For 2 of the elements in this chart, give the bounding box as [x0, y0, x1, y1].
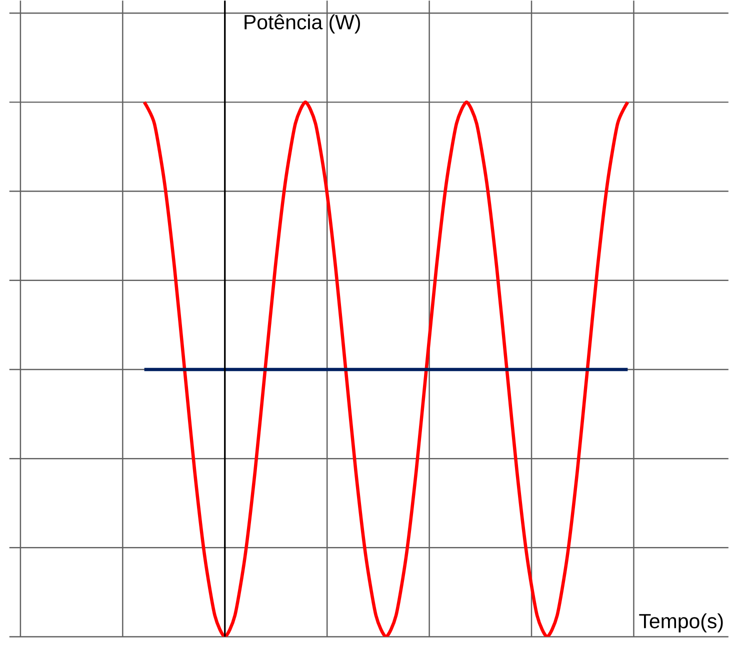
x-axis-title: Tempo(s) [639, 613, 723, 632]
y-axis-title: Potência (W) [244, 14, 360, 34]
